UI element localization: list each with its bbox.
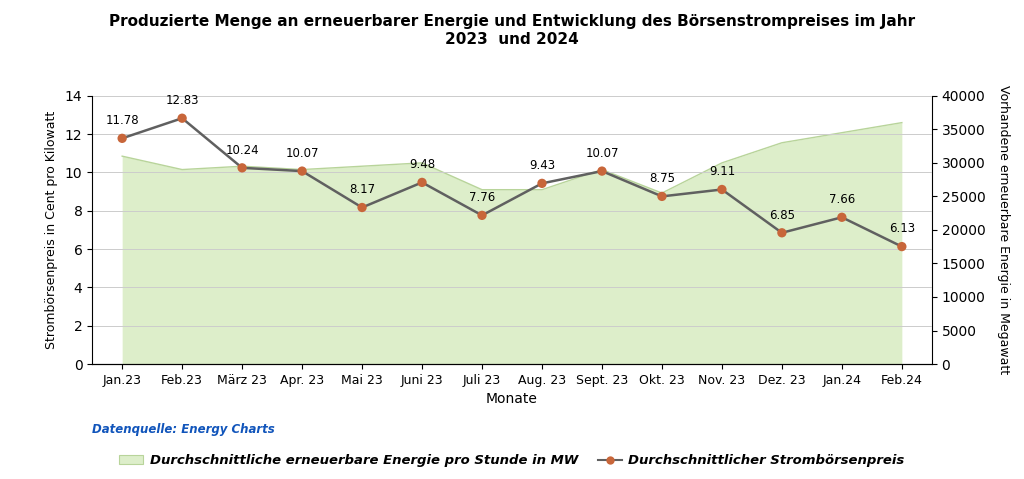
Text: 6.13: 6.13 [889, 222, 914, 236]
Point [294, 167, 310, 175]
Text: 10.24: 10.24 [225, 144, 259, 157]
Text: 9.11: 9.11 [709, 165, 735, 178]
Text: 7.66: 7.66 [828, 193, 855, 206]
Point [774, 229, 791, 237]
Text: Produzierte Menge an erneuerbarer Energie und Entwicklung des Börsenstrompreises: Produzierte Menge an erneuerbarer Energi… [109, 14, 915, 47]
X-axis label: Monate: Monate [486, 392, 538, 406]
Text: 10.07: 10.07 [286, 147, 318, 160]
Point [414, 179, 430, 186]
Point [834, 214, 850, 221]
Point [233, 164, 250, 171]
Text: 6.85: 6.85 [769, 209, 795, 222]
Point [594, 167, 610, 175]
Point [354, 204, 371, 211]
Point [653, 193, 670, 200]
Text: 7.76: 7.76 [469, 191, 496, 204]
Text: 10.07: 10.07 [585, 147, 618, 160]
Y-axis label: Strombörsenpreis in Cent pro Kilowatt: Strombörsenpreis in Cent pro Kilowatt [45, 111, 58, 349]
Point [114, 135, 130, 142]
Text: 12.83: 12.83 [165, 94, 199, 107]
Point [474, 212, 490, 219]
Text: 8.17: 8.17 [349, 183, 375, 196]
Text: 8.75: 8.75 [649, 172, 675, 185]
Point [534, 180, 550, 187]
Legend: Durchschnittliche erneuerbare Energie pro Stunde in MW, Durchschnittlicher Strom: Durchschnittliche erneuerbare Energie pr… [114, 449, 910, 472]
Y-axis label: Vorhandene erneuerbare Energie in Megawatt: Vorhandene erneuerbare Energie in Megawa… [996, 85, 1010, 375]
Text: 9.43: 9.43 [529, 159, 555, 172]
Text: 11.78: 11.78 [105, 114, 139, 127]
Point [174, 114, 190, 122]
Point [714, 186, 730, 194]
Text: 9.48: 9.48 [409, 158, 435, 171]
Text: Datenquelle: Energy Charts: Datenquelle: Energy Charts [92, 423, 274, 436]
Point [894, 243, 910, 251]
